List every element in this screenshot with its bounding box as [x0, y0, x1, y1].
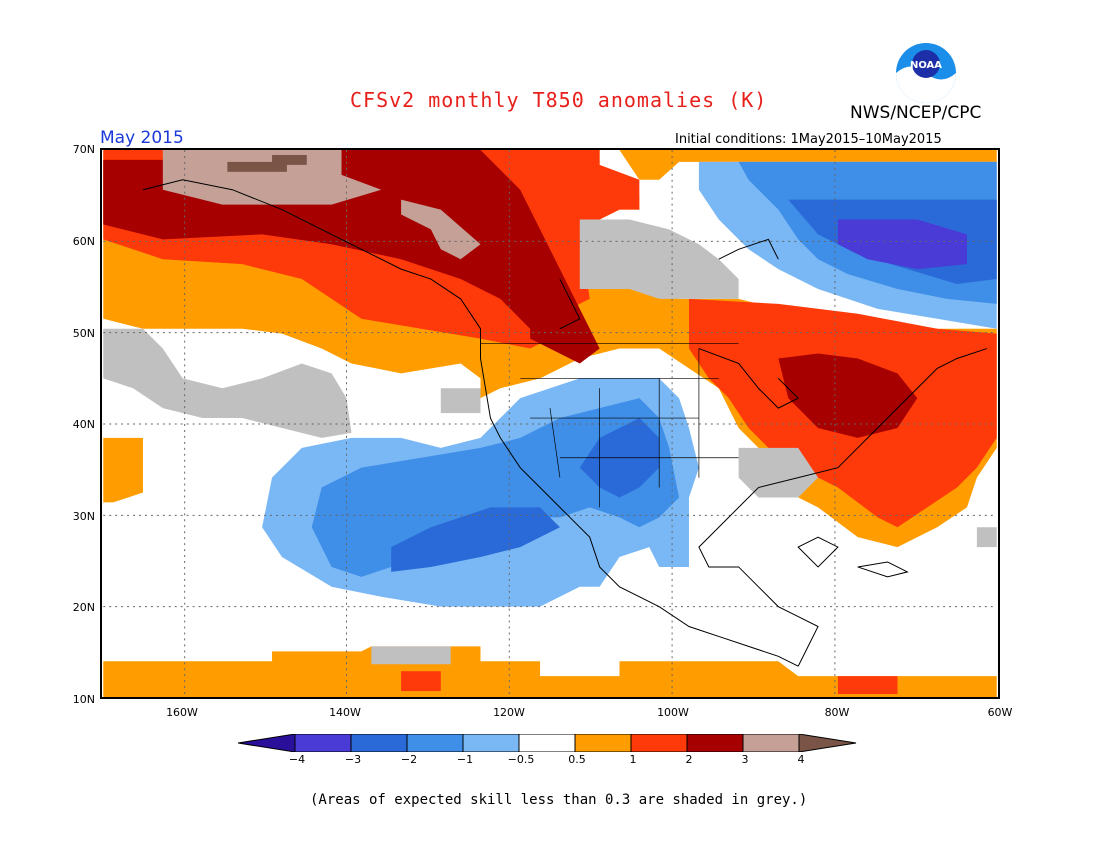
colorbar-label: −3 — [344, 753, 362, 766]
colorbar-label: 0.5 — [568, 753, 586, 766]
colorbar-swatch — [742, 734, 800, 752]
colorbar-swatch — [350, 734, 408, 752]
lon-label: 60W — [987, 706, 1013, 719]
footnote: (Areas of expected skill less than 0.3 a… — [310, 792, 808, 808]
lat-label: 10N — [72, 693, 95, 706]
colorbar-swatch — [518, 734, 576, 752]
colorbar-swatch — [294, 734, 352, 752]
lon-label: 100W — [657, 706, 689, 719]
colorbar-swatch — [406, 734, 464, 752]
colorbar-label: 3 — [741, 753, 749, 766]
colorbar-arrow-high — [798, 734, 857, 752]
lat-label: 30N — [72, 510, 95, 523]
lat-label: 50N — [72, 327, 95, 340]
colorbar-label: 1 — [629, 753, 637, 766]
lon-label: 120W — [493, 706, 525, 719]
lon-label: 140W — [329, 706, 361, 719]
anomaly-map — [100, 148, 1000, 699]
colorbar-swatch — [686, 734, 744, 752]
lat-label: 60N — [72, 235, 95, 248]
colorbar-label: −4 — [288, 753, 306, 766]
colorbar-swatch — [574, 734, 632, 752]
lon-label: 80W — [824, 706, 850, 719]
colorbar-label: −2 — [400, 753, 418, 766]
agency-label: NWS/NCEP/CPC — [850, 103, 982, 123]
colorbar-swatch — [462, 734, 520, 752]
colorbar-label: −1 — [456, 753, 474, 766]
colorbar — [238, 734, 857, 752]
lat-label: 20N — [72, 601, 95, 614]
initial-conditions: Initial conditions: 1May2015–10May2015 — [675, 132, 942, 147]
colorbar-swatch — [630, 734, 688, 752]
colorbar-arrow-low — [238, 734, 296, 752]
lat-label: 40N — [72, 418, 95, 431]
noaa-logo: NOAA — [896, 43, 956, 103]
anomaly-field — [103, 150, 997, 697]
colorbar-label: 4 — [797, 753, 805, 766]
colorbar-label: −0.5 — [507, 753, 535, 766]
chart-title: CFSv2 monthly T850 anomalies (K) — [350, 88, 768, 112]
lon-label: 160W — [166, 706, 198, 719]
logo-text: NOAA — [910, 60, 942, 71]
colorbar-label: 2 — [685, 753, 693, 766]
month-label: May 2015 — [100, 128, 184, 148]
lat-label: 70N — [72, 143, 95, 156]
